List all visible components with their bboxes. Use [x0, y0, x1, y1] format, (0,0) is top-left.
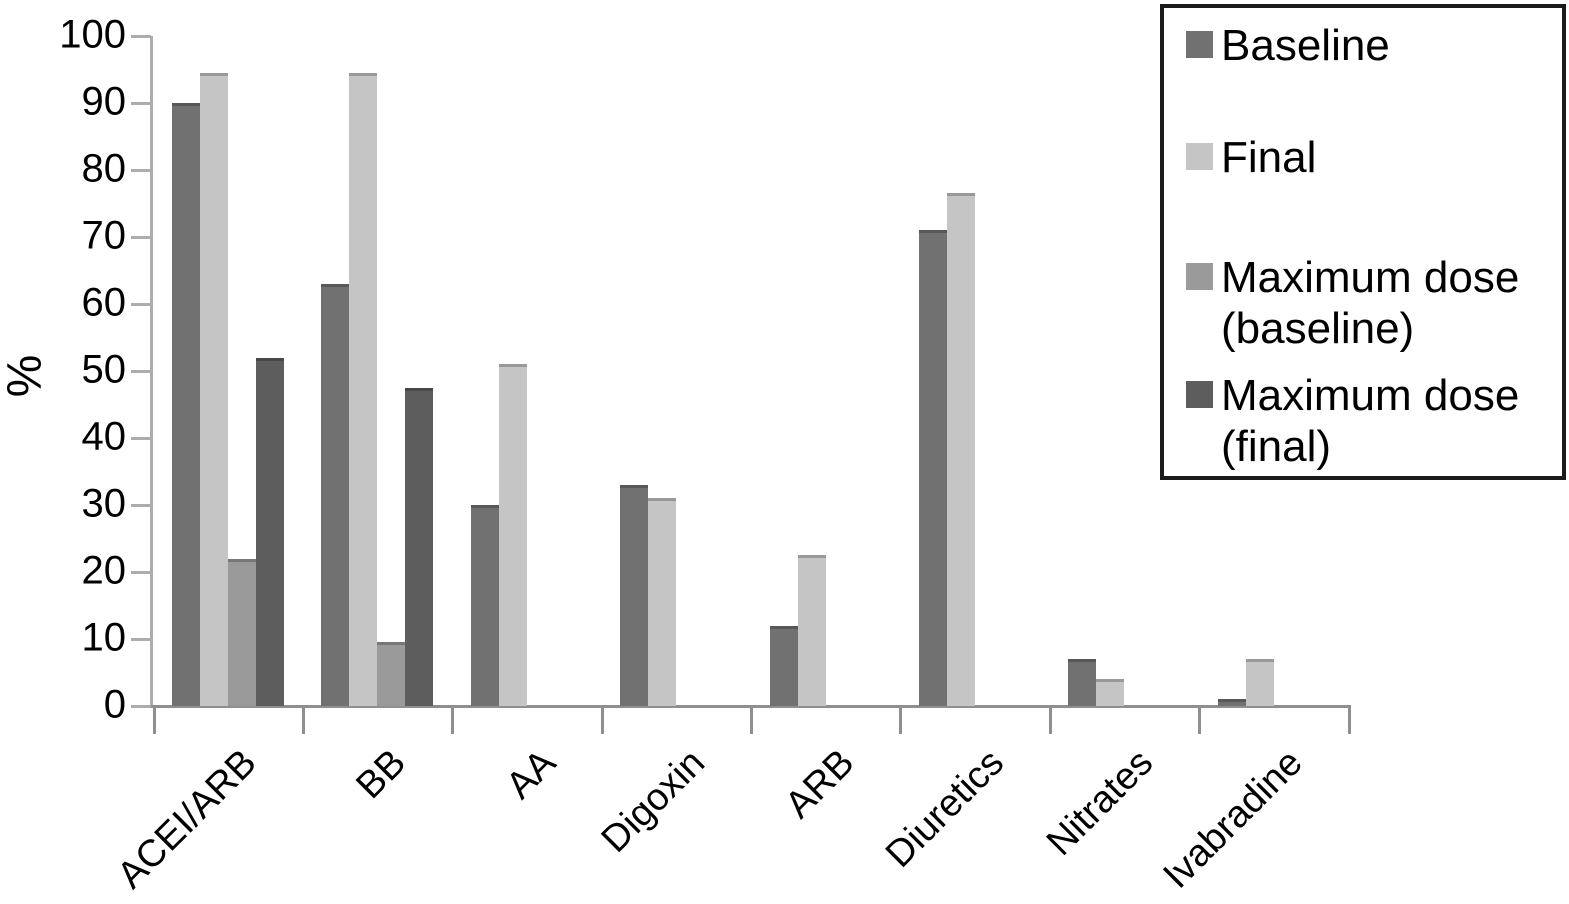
legend-label-line: Maximum dose [1221, 371, 1520, 420]
x-tick [750, 706, 753, 734]
legend-item-final: Final [1186, 132, 1316, 183]
legend-label-line: (final) [1221, 422, 1332, 472]
bar-final-digoxin [648, 498, 677, 706]
y-tick-label-90: 90 [81, 79, 127, 124]
legend-item-maximum-dose-final: Maximum dose (final) [1186, 370, 1519, 472]
y-tick [131, 35, 151, 38]
x-category-label-bb: BB [348, 741, 415, 808]
legend-swatch-maximum-dose-baseline [1186, 263, 1213, 290]
bar-final-nitrates [1096, 679, 1125, 706]
bar-baseline-aa [470, 505, 499, 706]
x-category-label-nitrates: Nitrates [1038, 741, 1162, 864]
legend-label-line: Maximum dose [1221, 253, 1520, 302]
bar-final-acei-arb [200, 72, 228, 706]
x-category-label-diuretics: Diuretics [877, 741, 1012, 876]
legend-item-baseline: Baseline [1186, 20, 1390, 71]
y-tick [131, 437, 151, 440]
x-tick [899, 706, 903, 734]
y-tick [131, 169, 151, 172]
bar-maximum-dose-final-bb [405, 387, 434, 706]
legend-label: Maximum dose (final) [1221, 370, 1519, 472]
legend-swatch-maximum-dose-final [1186, 381, 1213, 408]
x-axis-line [137, 705, 1351, 708]
x-tick [152, 706, 156, 734]
bar-baseline-bb [321, 283, 350, 706]
y-tick [131, 571, 151, 574]
legend-label: Final [1221, 132, 1316, 183]
y-tick [131, 705, 151, 708]
bar-baseline-nitrates [1068, 659, 1097, 706]
y-axis-line [150, 36, 153, 706]
legend-swatch-baseline [1186, 31, 1213, 58]
y-tick-label-10: 10 [81, 615, 127, 660]
legend-item-maximum-dose-baseline: Maximum dose (baseline) [1186, 252, 1519, 354]
y-tick [131, 638, 151, 641]
bar-final-arb [797, 555, 826, 706]
y-tick [131, 102, 151, 105]
x-tick [1347, 706, 1351, 734]
x-category-label-acei-arb: ACEI/ARB [109, 741, 265, 897]
bar-baseline-ivabradine [1217, 699, 1246, 706]
bar-maximum-dose-final-acei-arb [256, 357, 284, 706]
bar-baseline-digoxin [620, 484, 649, 706]
bar-maximum-dose-baseline-acei-arb [228, 558, 256, 706]
bar-final-aa [498, 364, 527, 706]
y-tick-label-100: 100 [59, 12, 126, 57]
bar-baseline-arb [769, 625, 798, 706]
y-tick-label-30: 30 [81, 481, 127, 526]
x-tick [1048, 706, 1052, 734]
legend: Baseline Final Maximum dose (baseline) Maxim… [1160, 4, 1566, 480]
x-category-label-aa: AA [498, 741, 564, 808]
bar-final-diuretics [946, 193, 975, 706]
y-tick-label-50: 50 [81, 347, 127, 392]
x-tick [600, 706, 604, 734]
y-tick-label-80: 80 [81, 146, 127, 191]
y-tick [131, 370, 151, 373]
x-tick [301, 706, 305, 734]
y-tick-label-40: 40 [81, 414, 127, 459]
x-tick [1198, 706, 1202, 734]
x-category-label-ivabradine: Ivabradine [1155, 741, 1311, 897]
y-tick-label-70: 70 [81, 213, 127, 258]
x-tick [451, 706, 455, 734]
y-tick-label-20: 20 [81, 548, 127, 593]
bar-baseline-diuretics [918, 230, 947, 706]
legend-swatch-final [1186, 143, 1213, 170]
y-tick-label-60: 60 [81, 280, 127, 325]
bar-final-bb [349, 72, 378, 706]
y-tick-label-0: 0 [103, 682, 126, 727]
y-tick [131, 236, 151, 239]
y-tick [131, 504, 151, 507]
bar-final-ivabradine [1245, 659, 1274, 706]
bar-maximum-dose-baseline-bb [377, 642, 406, 706]
x-category-label-digoxin: Digoxin [593, 741, 714, 861]
legend-label-line: (baseline) [1221, 304, 1415, 354]
legend-label-line: Final [1221, 133, 1317, 182]
legend-label-line: Baseline [1221, 21, 1390, 70]
legend-label: Maximum dose (baseline) [1221, 252, 1519, 354]
x-category-label-arb: ARB [777, 741, 863, 827]
y-tick [131, 303, 151, 306]
bar-baseline-acei-arb [172, 103, 200, 706]
legend-label: Baseline [1221, 20, 1390, 71]
